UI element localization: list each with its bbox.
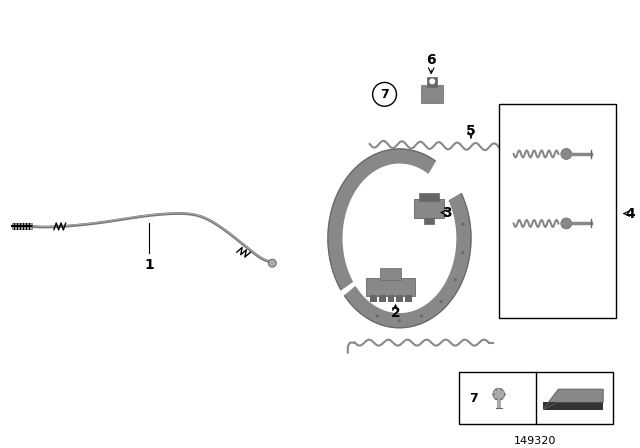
Circle shape [398,319,401,322]
Bar [379,295,385,302]
Bar [421,86,443,103]
Circle shape [561,218,572,229]
Bar [388,295,394,302]
Circle shape [420,314,423,317]
Polygon shape [328,149,435,289]
Bar [419,193,439,201]
Bar [405,295,412,302]
Text: 5: 5 [466,124,476,138]
Circle shape [461,223,465,225]
Text: 7: 7 [469,392,477,405]
Circle shape [372,82,396,106]
Circle shape [268,259,276,267]
Text: 3: 3 [442,206,452,220]
Circle shape [493,388,505,400]
Circle shape [429,78,435,84]
Text: 4: 4 [625,207,635,220]
Text: 6: 6 [426,52,436,67]
Bar [380,268,401,280]
Bar [396,295,403,302]
Text: 7: 7 [380,88,389,101]
Polygon shape [345,194,471,328]
Text: 2: 2 [390,306,401,320]
Circle shape [376,314,379,317]
Bar [424,219,434,224]
Bar [370,295,376,302]
Bar [428,78,437,87]
Bar [543,402,603,410]
Circle shape [561,148,572,159]
Circle shape [461,251,465,254]
Text: 149320: 149320 [515,436,557,446]
Circle shape [440,300,442,303]
Bar [459,372,613,424]
Circle shape [454,278,457,281]
Text: 1: 1 [144,258,154,272]
Bar [499,104,616,318]
Bar [365,278,415,296]
Bar [414,198,444,219]
Bar [12,224,32,229]
Polygon shape [543,389,603,409]
